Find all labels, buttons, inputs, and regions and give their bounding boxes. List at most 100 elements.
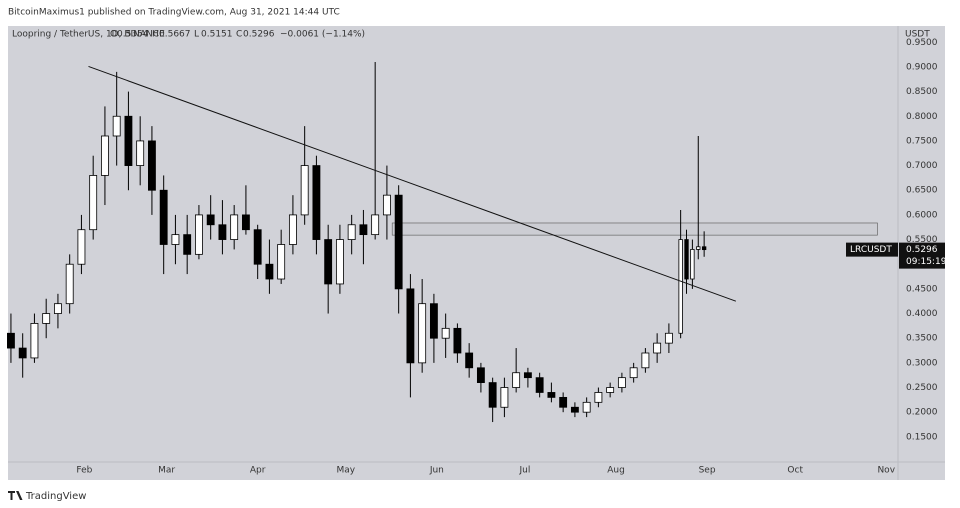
candle-body <box>418 303 427 364</box>
candle-body <box>347 224 356 240</box>
x-tick-label: Oct <box>787 466 803 476</box>
countdown: 09:15:19 <box>906 257 947 267</box>
candle-body <box>30 323 39 359</box>
candle-body <box>523 372 532 379</box>
candle-body <box>312 165 321 240</box>
candle-body <box>371 214 380 236</box>
y-tick-label: 0.7500 <box>906 136 938 146</box>
chart-panel <box>8 26 945 480</box>
candle-body <box>230 214 239 240</box>
candle-body <box>547 392 556 398</box>
candle-body <box>42 313 51 324</box>
y-tick-label: 0.3000 <box>906 358 938 368</box>
x-tick-label: Jun <box>429 466 444 476</box>
candle-body <box>559 396 568 408</box>
candle-body <box>218 224 227 240</box>
candle-body <box>89 175 98 231</box>
candle-body <box>570 406 579 413</box>
candle-body <box>500 387 509 408</box>
candle-body <box>678 239 683 334</box>
publisher: BitcoinMaximus1 published on TradingView… <box>8 8 340 18</box>
candle-body <box>65 263 74 305</box>
candle-body <box>664 332 673 344</box>
candle-body <box>194 214 203 255</box>
candle-body <box>277 244 286 280</box>
candle-body <box>606 387 615 393</box>
candle-body <box>18 347 27 359</box>
y-tick-label: 0.9500 <box>906 38 938 48</box>
candle-body <box>582 401 591 413</box>
y-tick-label: 0.8500 <box>906 87 938 97</box>
candle-body <box>359 224 368 236</box>
legend-value: 0.5667 <box>159 30 191 40</box>
legend-key: O <box>110 30 117 40</box>
candle-body <box>112 115 121 137</box>
legend-value: 0.5151 <box>201 30 233 40</box>
y-tick-label: 0.2500 <box>906 383 938 393</box>
candle-body <box>159 189 168 245</box>
legend-key: L <box>194 30 199 40</box>
candle-body <box>253 229 262 265</box>
legend-key: H <box>152 30 159 40</box>
last-price: 0.5296 <box>906 245 938 255</box>
x-tick-label: Aug <box>607 466 625 476</box>
logo <box>8 491 23 500</box>
candle-body <box>300 165 309 216</box>
brand: TradingView <box>25 491 86 502</box>
resistance-zone <box>391 222 878 236</box>
y-tick-label: 0.7000 <box>906 161 938 171</box>
candle-body <box>406 288 415 364</box>
legend-value: 0.5296 <box>243 30 275 40</box>
candle-body <box>265 263 274 280</box>
candle-body <box>148 140 156 191</box>
legend-value: 0.5354 <box>117 30 149 40</box>
candle-body <box>465 352 474 369</box>
candle-body <box>617 377 626 388</box>
y-tick-label: 0.9000 <box>906 62 938 72</box>
trendline <box>88 65 737 302</box>
candle-body <box>136 140 145 166</box>
candle-body <box>394 194 403 290</box>
candle-body <box>206 214 215 226</box>
candle-body <box>696 246 701 250</box>
candle-body <box>241 214 250 231</box>
candle-body <box>594 392 603 403</box>
x-tick-label: Mar <box>158 466 175 476</box>
x-tick-label: Sep <box>699 466 716 476</box>
candle-body <box>324 239 333 285</box>
y-tick-label: 0.4000 <box>906 309 938 319</box>
candle-body <box>512 372 521 388</box>
y-axis-title: USDT <box>905 30 930 40</box>
candle-body <box>441 327 450 339</box>
legend-change: −0.0061 (−1.14%) <box>280 30 365 40</box>
x-tick-label: Jul <box>519 466 531 476</box>
chart-title: Loopring / TetherUS, 1D, BINANCE <box>12 30 165 40</box>
y-tick-label: 0.6500 <box>906 186 938 196</box>
candle-body <box>335 239 344 285</box>
candle-body <box>183 234 192 255</box>
candle-body <box>429 303 438 339</box>
candle-body <box>288 214 297 245</box>
candle-body <box>684 239 689 280</box>
candle-body <box>382 194 391 216</box>
candle-body <box>101 135 109 176</box>
candle-body <box>701 246 707 251</box>
candle-body <box>488 382 497 408</box>
legend-key: C <box>236 30 242 40</box>
y-tick-label: 0.3500 <box>906 334 938 344</box>
price-tag-bg <box>899 242 945 269</box>
candle-body <box>476 367 485 383</box>
candle-body <box>690 249 695 280</box>
y-tick-label: 0.8000 <box>906 112 938 122</box>
candle-body <box>641 352 650 369</box>
candle-body <box>653 342 662 354</box>
candle-body <box>171 234 180 245</box>
y-tick-label: 0.1500 <box>906 432 938 442</box>
y-tick-label: 0.2000 <box>906 408 938 418</box>
candle-body <box>629 367 638 379</box>
candle-body <box>54 303 62 314</box>
candle-body <box>7 332 15 349</box>
y-tick-label: 0.6000 <box>906 210 938 220</box>
candle-body <box>77 229 86 265</box>
